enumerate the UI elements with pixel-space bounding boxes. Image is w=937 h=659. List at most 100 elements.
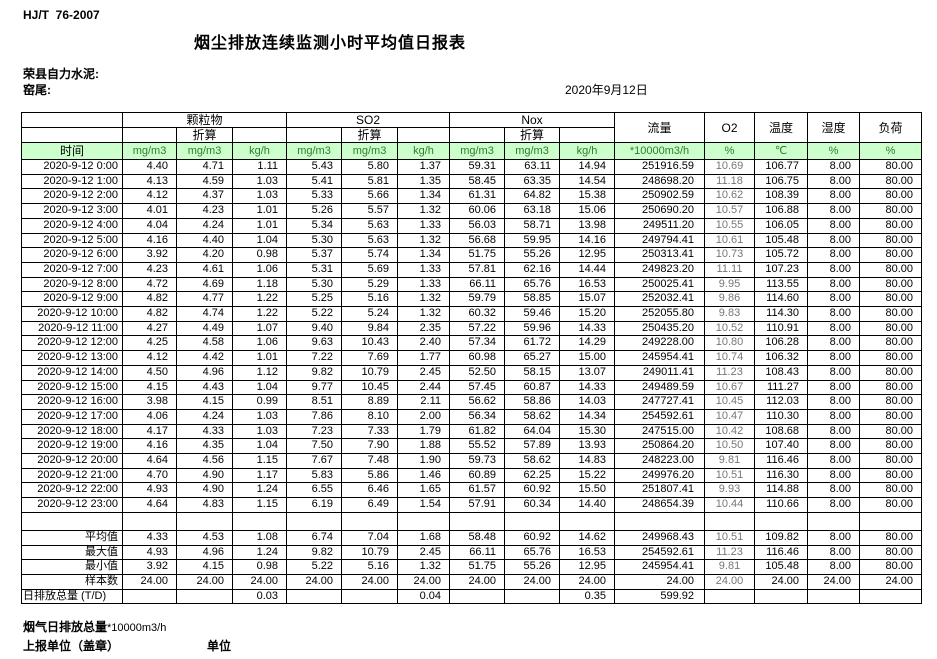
cell: 114.88 xyxy=(754,482,808,499)
row-label: 2020-9-12 4:00 xyxy=(21,217,123,234)
unit-label: 单位 xyxy=(207,639,232,653)
cell: 4.82 xyxy=(122,291,177,308)
cell: 8.10 xyxy=(341,408,398,425)
cell: 10.44 xyxy=(704,497,755,513)
cell: 4.01 xyxy=(122,203,177,219)
cell: 80.00 xyxy=(859,173,922,190)
row-label: 2020-9-12 14:00 xyxy=(21,364,123,381)
cell: 10.79 xyxy=(341,544,398,561)
cell: 80.00 xyxy=(859,408,922,425)
cell: 106.05 xyxy=(754,217,808,234)
row-label: 2020-9-12 21:00 xyxy=(21,467,123,484)
cell: 2.45 xyxy=(397,544,450,561)
cell: 4.23 xyxy=(176,203,233,219)
cell: 9.82 xyxy=(286,544,342,561)
cell: 16.53 xyxy=(559,544,615,561)
cell: 62.16 xyxy=(504,261,560,278)
cell: 4.12 xyxy=(122,350,177,366)
cell: 60.92 xyxy=(504,529,560,546)
cell: 80.00 xyxy=(859,350,922,366)
cell: 5.81 xyxy=(341,173,398,190)
so2-group-header: SO2 xyxy=(286,112,450,128)
cell: 1.03 xyxy=(232,423,287,440)
cell: 56.62 xyxy=(449,394,505,410)
cell: 1.03 xyxy=(232,173,287,190)
flue-total-text: 烟气日排放总量 xyxy=(23,620,108,634)
cell: 58.85 xyxy=(504,291,560,308)
cell: 1.32 xyxy=(397,232,450,249)
cell: 5.80 xyxy=(341,159,398,175)
table-header: 颗粒物 SO2 Nox 流量 O2 温度 湿度 负荷 折算 折算 折算 xyxy=(21,112,922,160)
cell: 10.79 xyxy=(341,364,398,381)
cell: 4.90 xyxy=(176,482,233,499)
cell: 4.72 xyxy=(122,276,177,293)
cell: 248654.39 xyxy=(614,497,705,513)
cell: 14.29 xyxy=(559,335,615,352)
unit-cell: kg/h xyxy=(397,142,450,160)
cell: 7.69 xyxy=(341,350,398,366)
cell: 60.32 xyxy=(449,306,505,322)
group-header-row: 颗粒物 SO2 Nox 流量 O2 温度 湿度 负荷 xyxy=(21,112,922,143)
table-row: 2020-9-12 18:00 4.17 4.33 1.03 7.23 7.33 1.79 6… xyxy=(21,423,922,440)
cell: 55.26 xyxy=(504,559,560,575)
cell: 8.00 xyxy=(807,423,860,440)
cell: 4.77 xyxy=(176,291,233,308)
unit-cell: *10000m3/h xyxy=(614,142,705,160)
cell: 105.48 xyxy=(754,232,808,249)
unit-cell: ℃ xyxy=(754,142,808,160)
cell: 61.72 xyxy=(504,335,560,352)
cell xyxy=(122,511,177,531)
cell: 1.34 xyxy=(397,188,450,205)
cell: 5.16 xyxy=(341,291,398,308)
cell: 66.11 xyxy=(449,276,505,293)
cell: 8.00 xyxy=(807,173,860,190)
cell: 3.92 xyxy=(122,247,177,263)
cell: 5.83 xyxy=(286,467,342,484)
cell: 4.50 xyxy=(122,364,177,381)
cell: 4.23 xyxy=(122,261,177,278)
cell: 61.57 xyxy=(449,482,505,499)
cell: 13.07 xyxy=(559,364,615,381)
cell xyxy=(341,511,398,531)
cell: 8.00 xyxy=(807,276,860,293)
cell: 1.06 xyxy=(232,261,287,278)
cell: 250864.20 xyxy=(614,438,705,455)
cell: 6.19 xyxy=(286,497,342,513)
cell: 80.00 xyxy=(859,159,922,175)
cell: 5.26 xyxy=(286,203,342,219)
cell: 4.13 xyxy=(122,173,177,190)
cell: 80.00 xyxy=(859,482,922,499)
cell: 4.43 xyxy=(176,379,233,396)
cell: 9.86 xyxy=(704,291,755,308)
cell: 4.24 xyxy=(176,217,233,234)
cell: 0.35 xyxy=(559,588,615,605)
row-label xyxy=(21,511,123,531)
table-row: 2020-9-12 4:00 4.04 4.24 1.01 5.34 5.63 1.33 56… xyxy=(21,217,922,234)
cell: 56.68 xyxy=(449,232,505,249)
row-label: 平均值 xyxy=(21,529,123,546)
cell: 1.11 xyxy=(232,159,287,175)
cell: 4.61 xyxy=(176,261,233,278)
cell: 80.00 xyxy=(859,261,922,278)
cell: 59.73 xyxy=(449,453,505,469)
cell: 1.68 xyxy=(397,529,450,546)
cell xyxy=(286,511,342,531)
cell xyxy=(286,588,342,605)
cell: 11.18 xyxy=(704,173,755,190)
cell: 80.00 xyxy=(859,394,922,410)
cell: 106.75 xyxy=(754,173,808,190)
cell: 8.00 xyxy=(807,438,860,455)
cell: 250435.20 xyxy=(614,320,705,337)
cell: 7.50 xyxy=(286,438,342,455)
units-header-row: 时间 mg/m3 mg/m3 kg/h mg/m3 mg/m3 kg/h mg/… xyxy=(21,142,922,160)
row-label: 2020-9-12 16:00 xyxy=(21,394,123,410)
cell: 24.00 xyxy=(559,573,615,590)
cell: 6.74 xyxy=(286,529,342,546)
cell: 0.04 xyxy=(397,588,450,605)
cell: 80.00 xyxy=(859,497,922,513)
cell: 5.57 xyxy=(341,203,398,219)
summary-row: 最大值 4.93 4.96 1.24 9.82 10.79 2.45 66.11 65.76 16… xyxy=(21,544,922,561)
table-row: 2020-9-12 21:00 4.70 4.90 1.17 5.83 5.86 1.46 6… xyxy=(21,467,922,484)
cell: 1.79 xyxy=(397,423,450,440)
cell: 4.20 xyxy=(176,247,233,263)
